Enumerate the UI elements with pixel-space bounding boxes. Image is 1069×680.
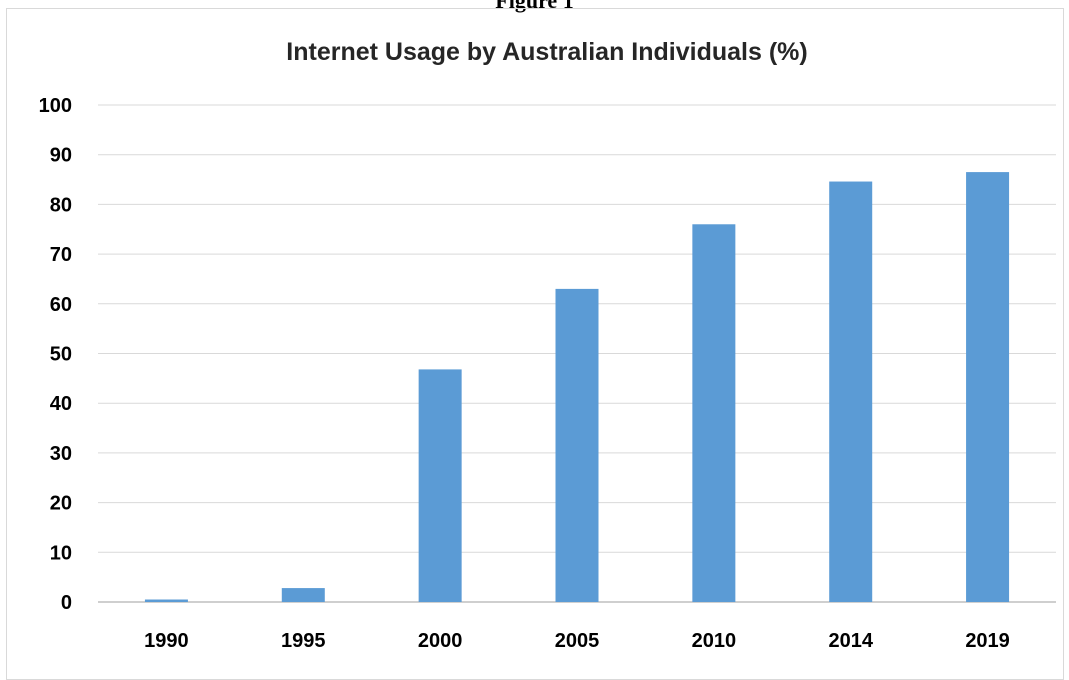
y-tick-label: 80 bbox=[50, 194, 72, 216]
bar-2010 bbox=[692, 224, 736, 602]
chart-title: Internet Usage by Australian Individuals… bbox=[286, 38, 807, 66]
x-tick-label: 2005 bbox=[555, 630, 600, 652]
bar-2019 bbox=[966, 172, 1010, 602]
bar-1990 bbox=[144, 599, 188, 602]
x-tick-label: 2000 bbox=[418, 630, 463, 652]
x-tick-label: 2019 bbox=[965, 630, 1010, 652]
y-tick-label: 20 bbox=[50, 493, 72, 515]
bar-1995 bbox=[281, 588, 325, 602]
y-tick-label: 40 bbox=[50, 393, 72, 415]
bar-2000 bbox=[418, 369, 462, 602]
y-tick-label: 100 bbox=[39, 95, 72, 117]
y-tick-label: 60 bbox=[50, 294, 72, 316]
y-tick-label: 0 bbox=[61, 592, 72, 614]
bars bbox=[144, 172, 1010, 602]
y-tick-label: 10 bbox=[50, 542, 72, 564]
y-tick-label: 30 bbox=[50, 443, 72, 465]
x-axis-ticks: 1990 1995 2000 2005 2010 2014 2019 bbox=[144, 630, 1010, 652]
y-tick-label: 90 bbox=[50, 145, 72, 167]
x-tick-label: 2014 bbox=[828, 630, 873, 652]
bar-2005 bbox=[555, 288, 599, 602]
bar-2014 bbox=[829, 181, 873, 602]
y-tick-label: 50 bbox=[50, 344, 72, 366]
x-tick-label: 2010 bbox=[692, 630, 737, 652]
figure-caption: Figure 1 bbox=[495, 0, 574, 13]
x-tick-label: 1995 bbox=[281, 630, 326, 652]
y-tick-label: 70 bbox=[50, 244, 72, 266]
y-axis-ticks: 0 10 20 30 40 50 60 70 80 90 100 bbox=[39, 95, 72, 614]
x-tick-label: 1990 bbox=[144, 630, 189, 652]
